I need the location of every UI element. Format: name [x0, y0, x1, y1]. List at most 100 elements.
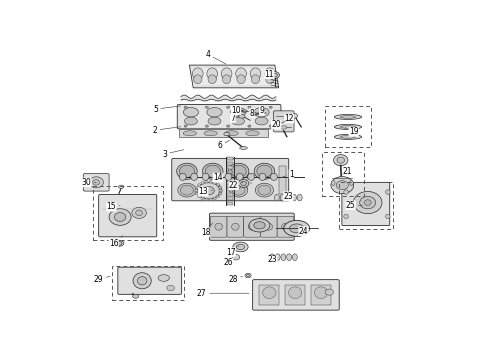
Ellipse shape	[132, 207, 147, 219]
FancyBboxPatch shape	[177, 104, 281, 129]
Ellipse shape	[248, 125, 251, 127]
Ellipse shape	[93, 180, 99, 185]
Ellipse shape	[255, 117, 268, 125]
Ellipse shape	[293, 114, 297, 118]
Ellipse shape	[114, 212, 126, 221]
FancyBboxPatch shape	[260, 216, 277, 237]
Text: 19: 19	[345, 127, 359, 136]
Ellipse shape	[202, 163, 223, 179]
Ellipse shape	[208, 75, 217, 84]
Ellipse shape	[266, 75, 274, 84]
Text: 7: 7	[230, 113, 240, 122]
Ellipse shape	[236, 68, 246, 80]
Ellipse shape	[201, 182, 204, 184]
Bar	[227, 202, 233, 204]
FancyBboxPatch shape	[98, 194, 157, 237]
Ellipse shape	[238, 180, 249, 187]
Ellipse shape	[197, 183, 220, 199]
Ellipse shape	[227, 125, 230, 127]
FancyBboxPatch shape	[172, 158, 289, 201]
Text: 12: 12	[284, 114, 294, 123]
Ellipse shape	[386, 190, 390, 194]
Ellipse shape	[201, 197, 204, 200]
FancyBboxPatch shape	[273, 111, 294, 132]
Ellipse shape	[248, 173, 254, 180]
Ellipse shape	[248, 223, 256, 230]
Ellipse shape	[275, 254, 280, 261]
Bar	[285, 284, 305, 305]
Ellipse shape	[232, 255, 240, 260]
Ellipse shape	[248, 106, 251, 108]
Ellipse shape	[281, 126, 287, 129]
Ellipse shape	[337, 157, 344, 163]
Ellipse shape	[205, 198, 208, 201]
Ellipse shape	[315, 287, 328, 298]
Bar	[227, 157, 233, 160]
FancyBboxPatch shape	[227, 216, 244, 237]
Bar	[325, 107, 371, 148]
Ellipse shape	[205, 165, 221, 177]
Ellipse shape	[230, 108, 245, 117]
Text: 20: 20	[271, 120, 286, 129]
Ellipse shape	[254, 108, 269, 117]
Text: 27: 27	[197, 289, 249, 298]
Text: 22: 22	[229, 181, 243, 190]
Ellipse shape	[245, 273, 251, 278]
Ellipse shape	[205, 106, 208, 108]
Text: 13: 13	[198, 187, 212, 196]
Ellipse shape	[218, 186, 222, 189]
FancyBboxPatch shape	[244, 216, 260, 237]
Ellipse shape	[193, 68, 203, 80]
Ellipse shape	[209, 181, 212, 183]
Ellipse shape	[204, 131, 218, 136]
Bar	[227, 188, 233, 191]
Ellipse shape	[341, 126, 356, 128]
Ellipse shape	[229, 183, 248, 197]
Ellipse shape	[270, 254, 274, 261]
Ellipse shape	[336, 181, 348, 190]
Ellipse shape	[334, 125, 362, 129]
Ellipse shape	[293, 254, 297, 261]
Ellipse shape	[183, 131, 196, 136]
Text: 30: 30	[81, 178, 96, 187]
Text: 18: 18	[201, 223, 213, 237]
Ellipse shape	[233, 242, 248, 252]
Ellipse shape	[292, 194, 296, 201]
Ellipse shape	[270, 173, 277, 180]
Text: 4: 4	[205, 50, 226, 64]
Text: 28: 28	[228, 275, 243, 284]
Ellipse shape	[334, 155, 348, 166]
Ellipse shape	[270, 72, 279, 78]
Ellipse shape	[249, 219, 270, 232]
Ellipse shape	[282, 223, 289, 230]
Ellipse shape	[167, 285, 174, 291]
Ellipse shape	[203, 186, 214, 195]
Ellipse shape	[183, 108, 198, 117]
Bar	[322, 152, 364, 197]
Ellipse shape	[231, 165, 246, 177]
Ellipse shape	[216, 184, 220, 186]
Bar	[339, 181, 393, 229]
Ellipse shape	[184, 106, 187, 108]
Text: 29: 29	[94, 275, 110, 284]
Ellipse shape	[221, 68, 232, 80]
Ellipse shape	[194, 75, 202, 84]
Ellipse shape	[219, 190, 222, 192]
Ellipse shape	[158, 275, 170, 281]
Ellipse shape	[179, 173, 186, 180]
Text: 14: 14	[213, 173, 225, 182]
Ellipse shape	[286, 194, 291, 201]
Ellipse shape	[246, 131, 259, 136]
Ellipse shape	[179, 165, 195, 177]
Ellipse shape	[225, 131, 238, 136]
Text: 3: 3	[162, 150, 184, 158]
Text: 23: 23	[268, 256, 278, 265]
Ellipse shape	[113, 240, 124, 246]
Ellipse shape	[341, 116, 356, 118]
Text: 24: 24	[296, 227, 308, 236]
Ellipse shape	[213, 182, 216, 184]
Bar	[93, 186, 163, 240]
Ellipse shape	[209, 198, 212, 201]
Ellipse shape	[205, 125, 208, 127]
Ellipse shape	[344, 214, 348, 219]
